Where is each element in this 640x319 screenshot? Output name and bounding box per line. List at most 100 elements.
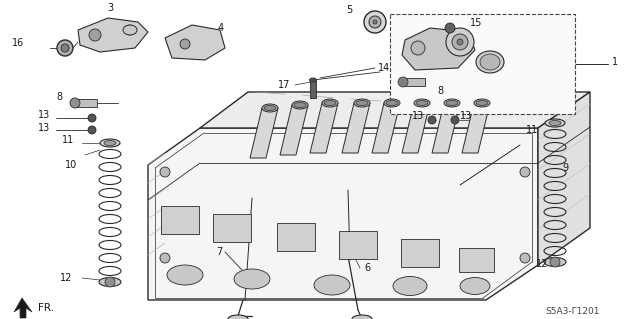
- Text: 8: 8: [56, 92, 62, 102]
- Text: 5: 5: [346, 5, 352, 15]
- FancyBboxPatch shape: [390, 14, 575, 114]
- Text: 7: 7: [216, 247, 222, 257]
- Bar: [161, 206, 199, 234]
- Ellipse shape: [414, 99, 430, 107]
- Ellipse shape: [264, 106, 276, 110]
- Polygon shape: [342, 103, 370, 153]
- Ellipse shape: [294, 102, 306, 108]
- Polygon shape: [165, 25, 225, 60]
- Circle shape: [411, 41, 425, 55]
- Ellipse shape: [234, 269, 270, 289]
- Circle shape: [88, 114, 96, 122]
- Text: 13: 13: [38, 110, 51, 120]
- Text: 6: 6: [364, 263, 370, 273]
- Circle shape: [451, 116, 459, 124]
- Ellipse shape: [544, 257, 566, 266]
- Text: FR.: FR.: [38, 303, 54, 313]
- Circle shape: [446, 28, 474, 56]
- Polygon shape: [14, 298, 32, 318]
- Text: 13: 13: [412, 111, 424, 121]
- Ellipse shape: [228, 315, 248, 319]
- Polygon shape: [402, 103, 430, 153]
- Ellipse shape: [322, 99, 338, 107]
- Ellipse shape: [545, 119, 565, 127]
- Text: 8: 8: [437, 86, 443, 96]
- Text: 14: 14: [378, 63, 390, 73]
- Circle shape: [70, 98, 80, 108]
- Ellipse shape: [476, 100, 488, 106]
- Circle shape: [550, 257, 560, 267]
- Ellipse shape: [386, 100, 398, 106]
- Bar: [459, 248, 494, 272]
- Ellipse shape: [352, 315, 372, 319]
- Ellipse shape: [446, 100, 458, 106]
- Circle shape: [457, 39, 463, 45]
- Text: 9: 9: [562, 163, 568, 173]
- Circle shape: [89, 29, 101, 41]
- Circle shape: [88, 126, 96, 134]
- Text: 13: 13: [38, 123, 51, 133]
- Circle shape: [452, 34, 468, 50]
- Polygon shape: [402, 28, 475, 70]
- Ellipse shape: [324, 100, 336, 106]
- Text: 12: 12: [536, 259, 548, 269]
- Text: 15: 15: [470, 18, 483, 28]
- Circle shape: [61, 44, 69, 52]
- Text: 11: 11: [526, 125, 538, 135]
- Bar: [75, 99, 97, 107]
- Ellipse shape: [292, 101, 308, 109]
- Ellipse shape: [262, 104, 278, 112]
- Circle shape: [520, 253, 530, 263]
- Circle shape: [428, 116, 436, 124]
- Ellipse shape: [474, 99, 490, 107]
- Ellipse shape: [310, 78, 317, 82]
- Ellipse shape: [384, 99, 400, 107]
- Bar: [401, 239, 439, 267]
- Circle shape: [57, 40, 73, 56]
- Bar: [310, 80, 316, 98]
- Text: 11: 11: [62, 135, 74, 145]
- Text: S5A3-Γ1201: S5A3-Γ1201: [545, 308, 600, 316]
- Circle shape: [369, 16, 381, 28]
- Ellipse shape: [480, 54, 500, 70]
- Ellipse shape: [476, 51, 504, 73]
- Circle shape: [125, 25, 135, 35]
- Circle shape: [398, 77, 408, 87]
- Polygon shape: [280, 105, 308, 155]
- Bar: [213, 214, 251, 242]
- Circle shape: [160, 253, 170, 263]
- Circle shape: [105, 277, 115, 287]
- Circle shape: [520, 167, 530, 177]
- Ellipse shape: [460, 278, 490, 294]
- Ellipse shape: [104, 140, 116, 145]
- Text: 16: 16: [12, 38, 24, 48]
- Polygon shape: [372, 103, 400, 153]
- Polygon shape: [432, 103, 460, 153]
- Ellipse shape: [356, 100, 368, 106]
- Circle shape: [180, 39, 190, 49]
- Polygon shape: [250, 108, 278, 158]
- Bar: [339, 231, 377, 259]
- Polygon shape: [538, 92, 590, 265]
- Text: 4: 4: [218, 23, 224, 33]
- Ellipse shape: [393, 277, 427, 295]
- Ellipse shape: [100, 139, 120, 147]
- Polygon shape: [148, 128, 538, 300]
- Ellipse shape: [444, 99, 460, 107]
- Ellipse shape: [549, 121, 561, 125]
- Bar: [277, 223, 315, 251]
- Ellipse shape: [314, 275, 350, 295]
- Ellipse shape: [99, 278, 121, 286]
- Polygon shape: [310, 103, 338, 153]
- Text: 17: 17: [278, 80, 290, 90]
- Polygon shape: [200, 92, 590, 128]
- Polygon shape: [462, 103, 490, 153]
- Text: 10: 10: [65, 160, 77, 170]
- Ellipse shape: [123, 25, 137, 35]
- Polygon shape: [78, 18, 148, 52]
- Circle shape: [160, 167, 170, 177]
- Circle shape: [373, 20, 377, 24]
- Text: 3: 3: [107, 3, 113, 13]
- Text: 1: 1: [612, 57, 618, 67]
- Ellipse shape: [416, 100, 428, 106]
